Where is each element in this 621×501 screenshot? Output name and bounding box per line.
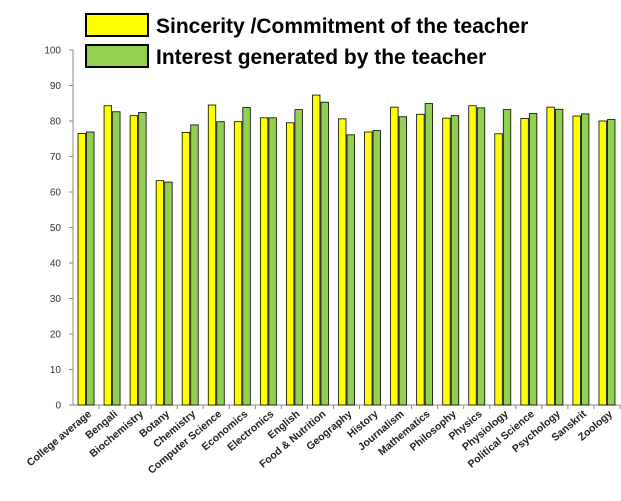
x-category-label: College average: [25, 408, 95, 469]
y-tick-label: 100: [44, 46, 61, 57]
bar-sincerity: [494, 133, 503, 406]
bar-sincerity: [77, 133, 86, 406]
legend-label-sincerity: Sincerity /Commitment of the teacher: [156, 15, 528, 38]
bar-interest: [372, 130, 381, 406]
bar-sincerity: [312, 94, 321, 406]
bar-interest: [581, 113, 590, 406]
bar-sincerity: [207, 104, 217, 406]
bar-interest: [502, 109, 512, 406]
legend: Sincerity /Commitment of the teacher Int…: [85, 13, 528, 69]
bar-interest: [268, 117, 277, 406]
category-labels: College averageBengaliBiochemistryBotany…: [25, 408, 615, 477]
bar-sincerity: [364, 131, 373, 406]
bar-interest: [476, 107, 486, 406]
bar-sincerity: [155, 180, 165, 406]
bar-interest: [86, 131, 95, 406]
bar-interest: [294, 109, 303, 406]
bar-sincerity: [181, 131, 191, 406]
bar-interest: [164, 181, 173, 406]
bar-interest: [554, 108, 564, 406]
y-tick-label: 50: [50, 223, 62, 234]
bar-interest: [190, 124, 199, 406]
bar-sincerity: [416, 113, 425, 406]
bar-sincerity: [129, 115, 139, 406]
bars: [77, 94, 616, 406]
bar-sincerity: [598, 120, 607, 406]
bar-interest: [320, 101, 329, 406]
bar-sincerity: [442, 117, 451, 406]
y-tick-label: 30: [50, 294, 62, 305]
bar-sincerity: [286, 122, 295, 406]
y-tick-label: 0: [55, 401, 61, 412]
bar-sincerity: [259, 117, 269, 406]
y-tick-label: 80: [50, 117, 62, 128]
bar-sincerity: [233, 121, 243, 406]
y-tick-label: 70: [50, 152, 62, 163]
bar-interest: [216, 121, 225, 406]
axes: 0 10 20 30 40 50 60 70 80 90 100: [44, 46, 621, 412]
bar-sincerity: [468, 105, 477, 406]
y-tick-label: 10: [50, 365, 62, 376]
y-tick-label: 90: [50, 81, 62, 92]
bar-sincerity: [390, 106, 399, 406]
bar-interest: [607, 119, 616, 406]
bar-interest: [112, 111, 121, 406]
legend-label-interest: Interest generated by the teacher: [156, 46, 486, 69]
bar-interest: [242, 107, 251, 406]
bar-sincerity: [520, 118, 529, 406]
legend-swatch-interest: [85, 44, 149, 68]
y-tick-label: 60: [50, 188, 62, 199]
bar-interest: [346, 134, 355, 406]
bar-sincerity: [546, 106, 555, 406]
legend-swatch-sincerity: [85, 13, 149, 37]
y-tick-label: 40: [50, 259, 62, 270]
bar-interest: [138, 112, 147, 406]
bar-interest: [424, 103, 434, 406]
bar-sincerity: [103, 105, 112, 406]
bar-interest: [450, 115, 460, 406]
bar-sincerity: [572, 115, 581, 406]
bar-interest: [528, 113, 538, 406]
bar-interest: [398, 116, 407, 406]
y-tick-label: 20: [50, 330, 62, 341]
bar-sincerity: [338, 118, 347, 406]
